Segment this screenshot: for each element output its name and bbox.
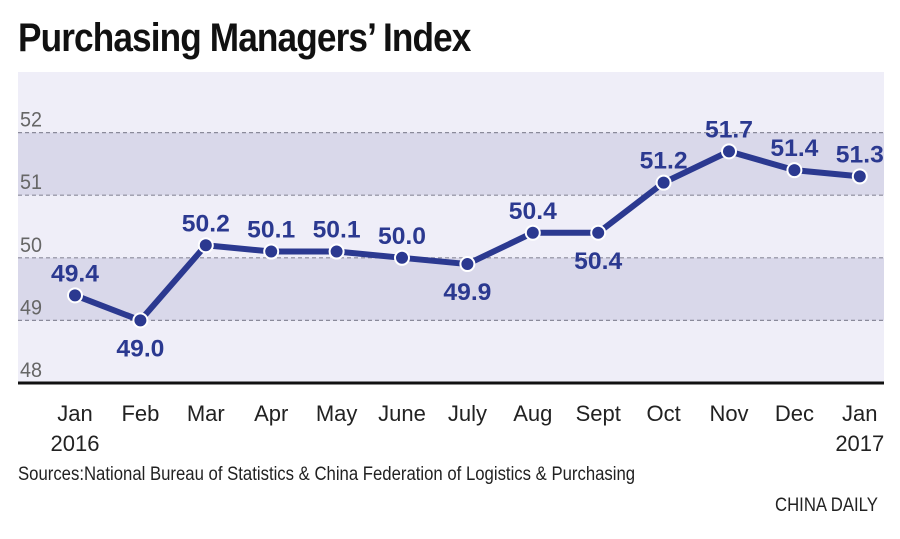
- x-tick-label: Oct: [646, 401, 680, 426]
- x-tick-label: Jan: [57, 401, 92, 426]
- data-point: [851, 168, 868, 185]
- chart-title: Purchasing Managers’ Index: [18, 16, 471, 60]
- data-point: [524, 224, 541, 241]
- data-label: 50.1: [313, 217, 361, 244]
- x-tick-label: Aug: [513, 401, 552, 426]
- data-point: [394, 249, 410, 266]
- data-label: 51.3: [836, 141, 884, 168]
- y-tick-label: 48: [20, 359, 42, 382]
- data-label: 50.2: [182, 210, 230, 237]
- data-label: 51.7: [705, 116, 753, 143]
- data-point: [655, 174, 672, 191]
- year-label: 2017: [835, 431, 884, 456]
- x-tick-label: Feb: [121, 401, 159, 426]
- plot-background: [18, 72, 884, 383]
- band-49-50: [18, 257, 884, 321]
- data-label: 50.0: [378, 223, 426, 250]
- x-tick-label: Sept: [576, 401, 621, 426]
- x-tick-label: Jan: [842, 401, 877, 426]
- data-label: 49.9: [443, 279, 491, 306]
- data-point: [197, 237, 214, 254]
- x-tick-label: July: [448, 401, 487, 426]
- line-chart: 48 49 50 51 52 49.4 Jan 49.0 Feb 50.2 Mar 50.1 Apr 50…: [18, 72, 884, 456]
- year-label: 2016: [51, 431, 100, 456]
- data-point: [132, 312, 149, 329]
- data-point: [786, 162, 803, 179]
- band-51-52: [18, 132, 884, 196]
- data-point: [459, 256, 476, 273]
- y-tick-label: 50: [20, 234, 42, 257]
- data-label: 50.4: [509, 198, 558, 225]
- x-tick-label: Dec: [775, 401, 814, 426]
- data-point: [590, 224, 607, 241]
- credit: CHINA DAILY: [775, 495, 878, 516]
- source-note: Sources:National Bureau of Statistics & …: [18, 464, 636, 485]
- y-tick-label: 51: [20, 171, 42, 194]
- x-tick-label: Nov: [709, 401, 748, 426]
- data-label: 50.1: [247, 217, 295, 244]
- data-point: [328, 243, 345, 260]
- x-tick-label: June: [378, 401, 426, 426]
- data-label: 51.2: [640, 148, 688, 175]
- y-tick-label: 52: [20, 109, 42, 132]
- x-tick-label: May: [316, 401, 358, 426]
- data-point: [263, 243, 280, 260]
- y-tick-label: 49: [20, 296, 42, 319]
- data-point: [721, 143, 737, 160]
- x-tick-label: Apr: [254, 401, 288, 426]
- data-point: [67, 287, 83, 304]
- data-label: 49.0: [116, 335, 164, 362]
- data-label: 49.4: [51, 260, 100, 287]
- data-label: 51.4: [770, 135, 819, 162]
- data-label: 50.4: [574, 248, 623, 275]
- x-tick-label: Mar: [187, 401, 225, 426]
